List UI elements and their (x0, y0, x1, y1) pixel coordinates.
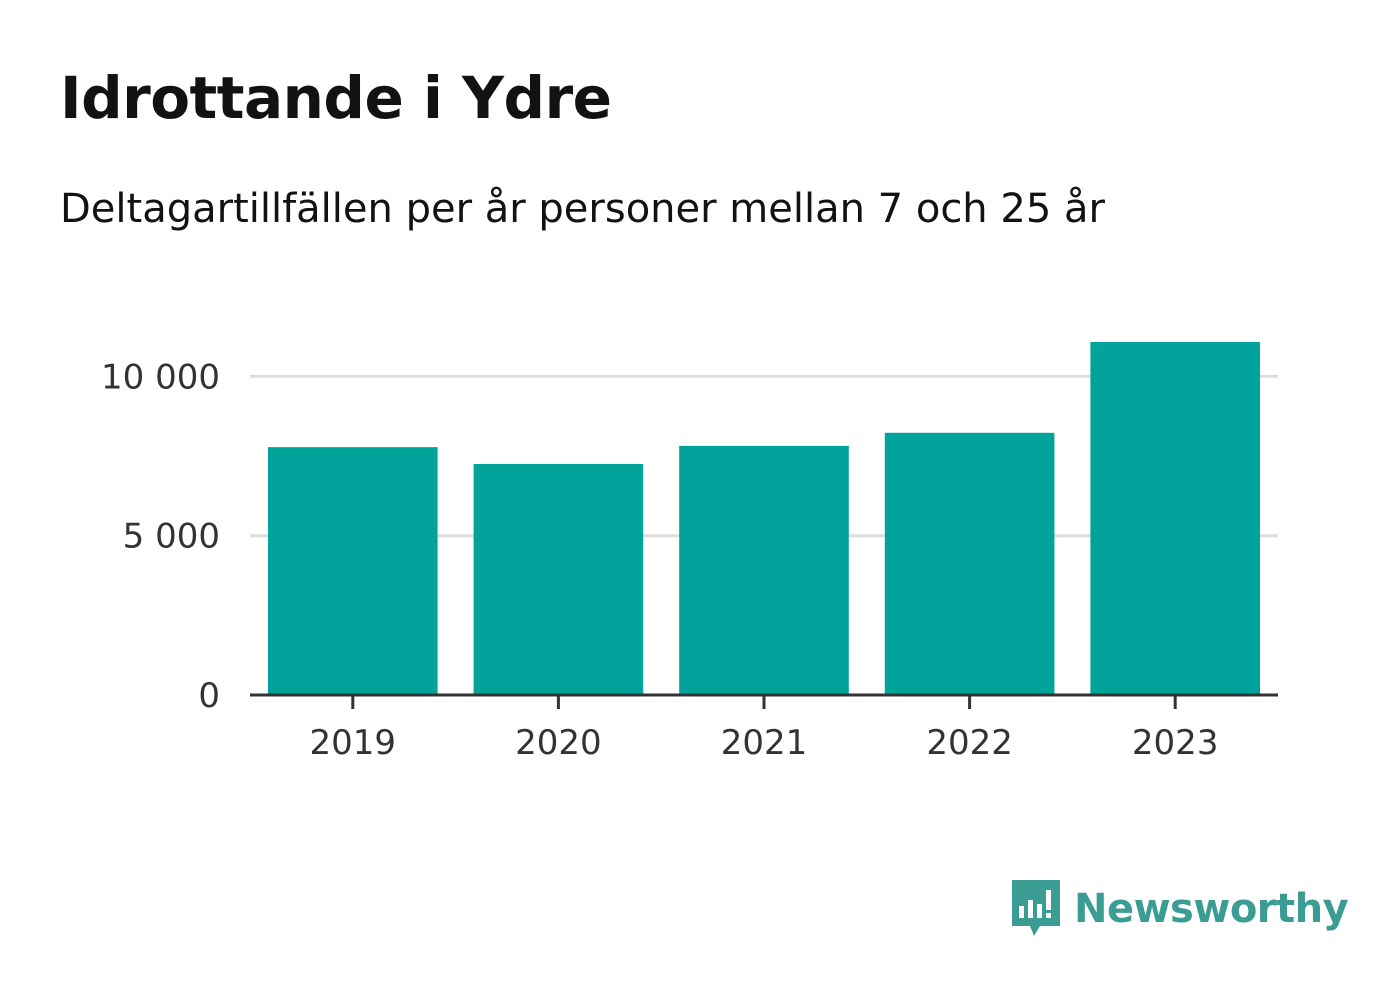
bar-2020 (473, 464, 644, 695)
bar-2022 (884, 432, 1055, 695)
x-tick-label: 2020 (515, 723, 602, 763)
bar-2021 (679, 445, 849, 695)
y-tick-label: 0 (198, 676, 220, 716)
newsworthy-logo: Newsworthy (1010, 878, 1349, 940)
newsworthy-logo-text: Newsworthy (1074, 886, 1349, 932)
newsworthy-logo-icon (1012, 880, 1060, 936)
y-tick-label: 5 000 (123, 517, 220, 557)
x-tick-label: 2019 (310, 723, 397, 763)
y-tick-label: 10 000 (101, 357, 220, 397)
x-tick-label: 2022 (926, 723, 1013, 763)
x-tick-label: 2021 (721, 723, 808, 763)
chart-subtitle: Deltagartillfällen per år personer mella… (60, 186, 1105, 232)
x-tick-label: 2023 (1132, 723, 1219, 763)
chart-title: Idrottande i Ydre (60, 64, 612, 132)
bar-2019 (267, 447, 438, 695)
bar-2023 (1090, 342, 1261, 695)
